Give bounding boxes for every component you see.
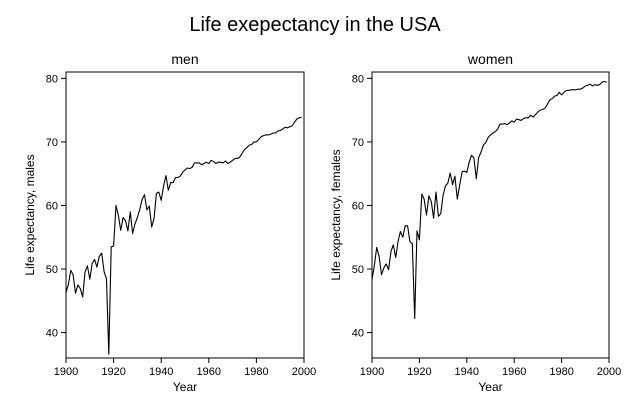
y-axis-label: Life expectancy, males (23, 154, 37, 275)
panel-men: men 1900 1920 1940 1960 1980 2000 40 50 60 70 80 Yea… (23, 51, 316, 394)
x-axis-label: Year (478, 380, 502, 394)
x-axis-label: Year (173, 380, 197, 394)
y-tick-label: 80 (352, 73, 364, 85)
x-tick-label: 1960 (197, 366, 221, 378)
x-tick-label: 1920 (101, 366, 125, 378)
x-tick-label: 1980 (549, 366, 573, 378)
figure-title: Life exepectancy in the USA (189, 14, 441, 36)
panel-title: men (171, 51, 198, 67)
series-line (65, 116, 302, 355)
y-tick-label: 40 (46, 328, 58, 340)
x-tick-label: 1940 (149, 366, 173, 378)
plot-frame (371, 71, 610, 359)
y-tick-label: 80 (46, 73, 58, 85)
y-tick-label: 40 (352, 328, 364, 340)
x-tick-label: 1920 (407, 366, 431, 378)
y-axis-label: Life expectancy, females (329, 149, 343, 280)
plot-frame (65, 71, 305, 359)
y-tick-label: 70 (352, 137, 364, 149)
y-tick-label: 50 (352, 264, 364, 276)
x-tick-label: 2000 (292, 366, 316, 378)
y-tick-label: 50 (46, 264, 58, 276)
y-tick-label: 60 (46, 200, 58, 212)
x-tick-label: 1980 (244, 366, 268, 378)
y-tick-label: 60 (352, 200, 364, 212)
panel-women: women 1900 1920 1940 1960 1980 2000 40 50 60 70 80 Y… (329, 51, 621, 394)
x-tick-label: 1900 (54, 366, 78, 378)
x-tick-label: 1940 (455, 366, 479, 378)
x-tick-label: 2000 (597, 366, 621, 378)
panel-title: women (467, 51, 513, 67)
y-tick-label: 70 (46, 137, 58, 149)
series-line (371, 80, 607, 320)
x-tick-label: 1900 (360, 366, 384, 378)
x-tick-label: 1960 (502, 366, 526, 378)
